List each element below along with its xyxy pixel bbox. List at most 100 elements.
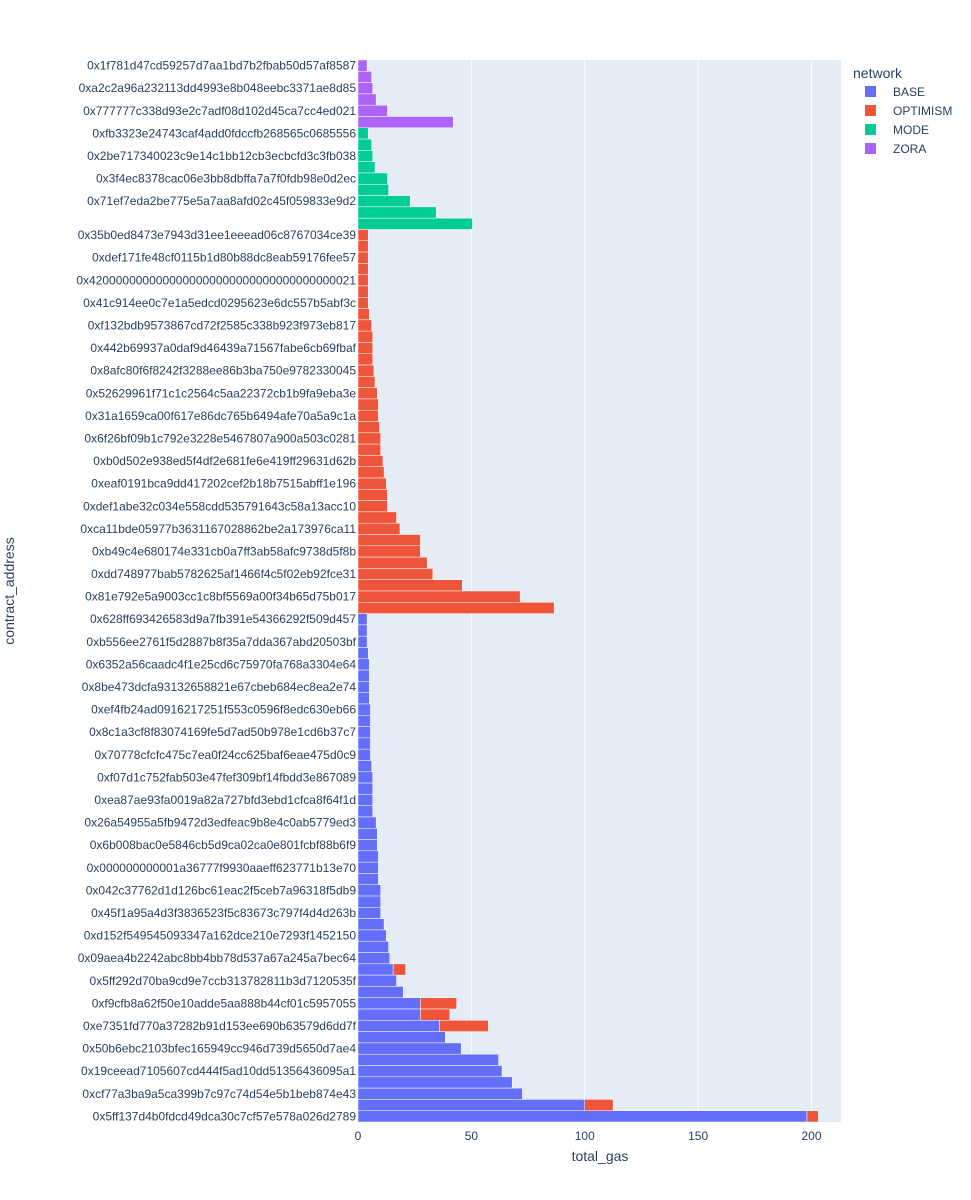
- bar-optimism[interactable]: [420, 997, 457, 1010]
- bar-base[interactable]: [357, 681, 370, 693]
- bar-base[interactable]: [357, 974, 397, 987]
- bar-base[interactable]: [357, 816, 377, 829]
- bar-base[interactable]: [357, 794, 373, 806]
- bar-optimism[interactable]: [357, 297, 369, 309]
- bar-optimism[interactable]: [439, 1020, 489, 1032]
- bar-base[interactable]: [357, 1053, 499, 1066]
- bar-base[interactable]: [357, 1087, 523, 1100]
- bar-mode[interactable]: [357, 195, 411, 208]
- bar-optimism[interactable]: [357, 308, 370, 321]
- bar-optimism[interactable]: [357, 353, 373, 366]
- bars[interactable]: [357, 59, 819, 1123]
- bar-base[interactable]: [357, 1042, 462, 1055]
- bar-optimism[interactable]: [357, 455, 384, 467]
- bar-optimism[interactable]: [357, 602, 555, 614]
- bar-optimism[interactable]: [357, 477, 387, 490]
- bar-optimism[interactable]: [357, 376, 376, 388]
- bar-base[interactable]: [357, 1065, 503, 1078]
- bar-base[interactable]: [357, 692, 370, 705]
- bar-zora[interactable]: [357, 93, 377, 106]
- legend-item-base[interactable]: BASE: [865, 85, 925, 99]
- bar-base[interactable]: [357, 1076, 513, 1089]
- bar-base[interactable]: [357, 613, 368, 626]
- bar-optimism[interactable]: [357, 342, 373, 354]
- bar-optimism[interactable]: [806, 1110, 819, 1123]
- bar-base[interactable]: [357, 726, 371, 739]
- bar-base[interactable]: [357, 963, 394, 976]
- bar-base[interactable]: [357, 771, 373, 784]
- bar-base[interactable]: [357, 1008, 421, 1021]
- bar-optimism[interactable]: [357, 330, 373, 343]
- bar-base[interactable]: [357, 805, 373, 818]
- bar-base[interactable]: [357, 658, 370, 671]
- bar-base[interactable]: [357, 635, 368, 648]
- bar-mode[interactable]: [357, 206, 437, 219]
- bar-optimism[interactable]: [357, 568, 434, 580]
- bar-base[interactable]: [357, 873, 379, 885]
- bar-base[interactable]: [357, 669, 370, 682]
- legend-item-optimism[interactable]: OPTIMISM: [865, 104, 952, 118]
- bar-zora[interactable]: [357, 59, 368, 72]
- bar-base[interactable]: [357, 828, 378, 840]
- bar-zora[interactable]: [357, 104, 388, 117]
- bar-zora[interactable]: [357, 82, 373, 95]
- bar-base[interactable]: [357, 895, 381, 908]
- bar-base[interactable]: [357, 703, 371, 716]
- bar-base[interactable]: [357, 782, 373, 795]
- bar-base[interactable]: [357, 839, 378, 852]
- bar-optimism[interactable]: [357, 432, 381, 445]
- bar-base[interactable]: [357, 861, 379, 874]
- bar-optimism[interactable]: [357, 500, 388, 513]
- bar-optimism[interactable]: [357, 229, 369, 242]
- bar-base[interactable]: [357, 884, 381, 897]
- legend-item-zora[interactable]: ZORA: [865, 142, 926, 156]
- bar-optimism[interactable]: [357, 556, 428, 569]
- bar-base[interactable]: [357, 715, 371, 727]
- bar-base[interactable]: [357, 929, 387, 942]
- bar-base[interactable]: [357, 1020, 440, 1032]
- bar-optimism[interactable]: [357, 319, 372, 332]
- legend-item-mode[interactable]: MODE: [865, 123, 929, 137]
- bar-base[interactable]: [357, 1099, 586, 1111]
- bar-base[interactable]: [357, 748, 371, 761]
- bar-optimism[interactable]: [357, 409, 379, 422]
- bar-optimism[interactable]: [357, 263, 369, 275]
- bar-base[interactable]: [357, 850, 379, 863]
- bar-zora[interactable]: [357, 116, 454, 129]
- bar-optimism[interactable]: [357, 398, 379, 411]
- bar-optimism[interactable]: [357, 285, 369, 298]
- bar-mode[interactable]: [357, 184, 389, 196]
- bar-base[interactable]: [357, 997, 421, 1010]
- bar-optimism[interactable]: [357, 364, 375, 377]
- bar-optimism[interactable]: [357, 387, 378, 400]
- bar-base[interactable]: [357, 940, 389, 953]
- bar-optimism[interactable]: [357, 251, 369, 264]
- bar-optimism[interactable]: [357, 511, 397, 524]
- bar-zora[interactable]: [357, 71, 372, 83]
- bar-base[interactable]: [357, 952, 390, 965]
- bar-mode[interactable]: [357, 217, 473, 230]
- bar-base[interactable]: [357, 1031, 446, 1044]
- bar-optimism[interactable]: [584, 1099, 614, 1111]
- bar-optimism[interactable]: [357, 534, 421, 547]
- bar-optimism[interactable]: [357, 443, 381, 456]
- bar-base[interactable]: [357, 918, 385, 931]
- bar-mode[interactable]: [357, 172, 388, 185]
- bar-optimism[interactable]: [357, 590, 521, 603]
- bar-base[interactable]: [357, 624, 368, 637]
- legend[interactable]: network BASE OPTIMISM MODE ZORA: [853, 65, 952, 156]
- bar-base[interactable]: [357, 1110, 808, 1123]
- bar-base[interactable]: [357, 737, 371, 750]
- bar-optimism[interactable]: [357, 579, 463, 592]
- bar-mode[interactable]: [357, 138, 372, 151]
- bar-optimism[interactable]: [357, 466, 385, 479]
- bar-optimism[interactable]: [357, 240, 369, 253]
- bar-optimism[interactable]: [357, 545, 421, 558]
- bar-optimism[interactable]: [357, 421, 380, 434]
- bar-base[interactable]: [357, 907, 381, 919]
- bar-base[interactable]: [357, 760, 372, 773]
- bar-optimism[interactable]: [357, 522, 401, 535]
- bar-mode[interactable]: [357, 161, 376, 174]
- bar-mode[interactable]: [357, 150, 373, 162]
- bar-mode[interactable]: [357, 127, 369, 140]
